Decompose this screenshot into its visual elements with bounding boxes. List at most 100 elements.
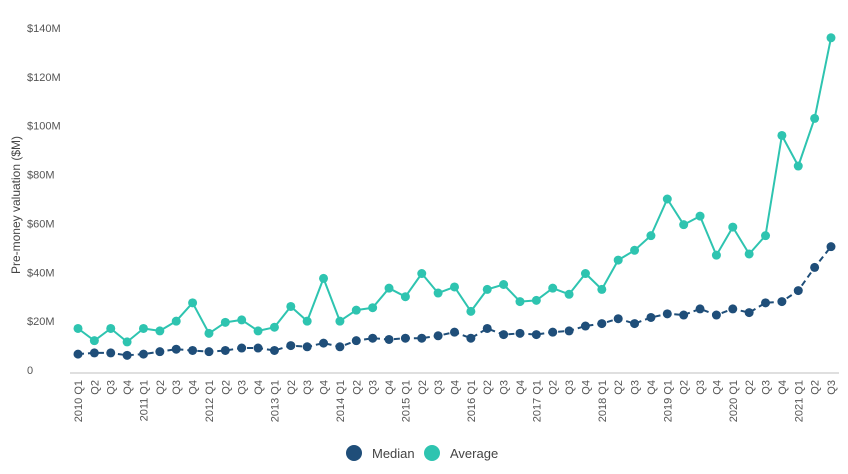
- data-point-median[interactable]: [695, 304, 705, 314]
- data-point-median[interactable]: [482, 323, 492, 333]
- data-point-median[interactable]: [368, 333, 378, 343]
- data-point-average[interactable]: [188, 298, 198, 308]
- data-point-average[interactable]: [515, 297, 525, 307]
- data-point-average[interactable]: [761, 231, 771, 241]
- data-point-average[interactable]: [597, 284, 607, 294]
- data-point-median[interactable]: [728, 304, 738, 314]
- data-point-average[interactable]: [679, 220, 689, 230]
- data-point-average[interactable]: [204, 328, 214, 338]
- data-point-median[interactable]: [286, 341, 296, 351]
- data-point-median[interactable]: [466, 333, 476, 343]
- data-point-median[interactable]: [237, 343, 247, 353]
- x-tick-label: Q2: [89, 380, 101, 395]
- data-point-average[interactable]: [138, 323, 148, 333]
- x-tick-label: 2016 Q1: [466, 380, 478, 422]
- data-point-average[interactable]: [171, 316, 181, 326]
- data-point-median[interactable]: [400, 333, 410, 343]
- data-point-median[interactable]: [269, 345, 279, 355]
- data-point-average[interactable]: [531, 295, 541, 305]
- data-point-average[interactable]: [499, 280, 509, 289]
- data-point-median[interactable]: [580, 321, 590, 331]
- data-point-average[interactable]: [106, 323, 116, 333]
- data-point-median[interactable]: [73, 349, 83, 359]
- data-point-median[interactable]: [384, 334, 394, 344]
- data-point-average[interactable]: [89, 336, 99, 346]
- data-point-average[interactable]: [450, 282, 459, 292]
- data-point-average[interactable]: [793, 161, 803, 171]
- data-point-median[interactable]: [220, 345, 230, 355]
- data-point-median[interactable]: [826, 242, 836, 252]
- data-point-average[interactable]: [335, 316, 345, 326]
- data-point-average[interactable]: [728, 222, 738, 232]
- data-point-average[interactable]: [777, 130, 787, 140]
- data-point-average[interactable]: [466, 306, 476, 316]
- data-point-median[interactable]: [106, 348, 116, 358]
- data-point-average[interactable]: [73, 323, 83, 333]
- data-point-median[interactable]: [597, 319, 607, 329]
- data-point-median[interactable]: [89, 348, 99, 358]
- data-point-average[interactable]: [548, 283, 558, 293]
- data-point-average[interactable]: [646, 231, 656, 241]
- data-point-average[interactable]: [253, 326, 263, 336]
- data-point-median[interactable]: [613, 314, 623, 324]
- data-point-median[interactable]: [662, 309, 672, 319]
- data-point-median[interactable]: [744, 308, 754, 318]
- data-point-median[interactable]: [319, 338, 329, 348]
- data-point-median[interactable]: [761, 298, 771, 308]
- data-point-average[interactable]: [417, 269, 427, 279]
- data-point-median[interactable]: [335, 342, 345, 352]
- data-point-median[interactable]: [188, 345, 198, 355]
- data-point-average[interactable]: [122, 337, 132, 347]
- data-point-average[interactable]: [220, 317, 230, 327]
- data-point-median[interactable]: [630, 319, 640, 329]
- data-point-median[interactable]: [679, 310, 689, 320]
- data-point-average[interactable]: [384, 283, 394, 293]
- data-point-average[interactable]: [810, 113, 820, 123]
- data-point-median[interactable]: [793, 286, 803, 296]
- data-point-average[interactable]: [302, 316, 312, 326]
- data-point-average[interactable]: [237, 315, 247, 325]
- data-point-average[interactable]: [613, 255, 623, 265]
- data-point-median[interactable]: [351, 336, 361, 346]
- x-tick-label: 2015 Q1: [400, 380, 412, 422]
- data-point-average[interactable]: [400, 292, 410, 302]
- data-point-median[interactable]: [499, 330, 509, 340]
- data-point-median[interactable]: [138, 349, 148, 359]
- data-point-average[interactable]: [155, 326, 165, 336]
- data-point-median[interactable]: [417, 333, 427, 343]
- data-point-median[interactable]: [253, 343, 263, 353]
- data-point-median[interactable]: [122, 350, 132, 360]
- data-point-average[interactable]: [744, 249, 754, 259]
- data-point-average[interactable]: [368, 303, 378, 313]
- data-point-median[interactable]: [531, 330, 541, 340]
- data-point-average[interactable]: [351, 305, 361, 315]
- data-point-average[interactable]: [695, 211, 705, 221]
- data-point-median[interactable]: [564, 326, 574, 336]
- data-point-median[interactable]: [302, 342, 312, 352]
- data-point-median[interactable]: [450, 327, 459, 337]
- data-point-average[interactable]: [482, 284, 492, 294]
- data-point-median[interactable]: [777, 297, 787, 307]
- data-point-average[interactable]: [662, 194, 672, 204]
- data-point-average[interactable]: [433, 288, 443, 298]
- data-point-average[interactable]: [564, 289, 574, 299]
- data-point-median[interactable]: [204, 347, 214, 357]
- data-point-median[interactable]: [810, 262, 820, 272]
- data-point-average[interactable]: [826, 33, 836, 43]
- data-point-average[interactable]: [319, 273, 329, 283]
- data-point-median[interactable]: [548, 327, 558, 337]
- data-point-median[interactable]: [433, 331, 443, 341]
- data-point-median[interactable]: [711, 310, 721, 320]
- data-point-median[interactable]: [646, 312, 656, 322]
- data-point-average[interactable]: [711, 250, 721, 260]
- legend-item-average[interactable]: Average: [424, 445, 498, 461]
- data-point-median[interactable]: [515, 328, 525, 338]
- data-point-average[interactable]: [630, 245, 640, 255]
- data-point-average[interactable]: [269, 322, 279, 332]
- data-point-average[interactable]: [580, 269, 590, 279]
- data-point-average[interactable]: [286, 301, 296, 311]
- legend-item-median[interactable]: Median: [346, 445, 415, 461]
- data-point-median[interactable]: [155, 347, 165, 357]
- data-point-median[interactable]: [171, 344, 181, 354]
